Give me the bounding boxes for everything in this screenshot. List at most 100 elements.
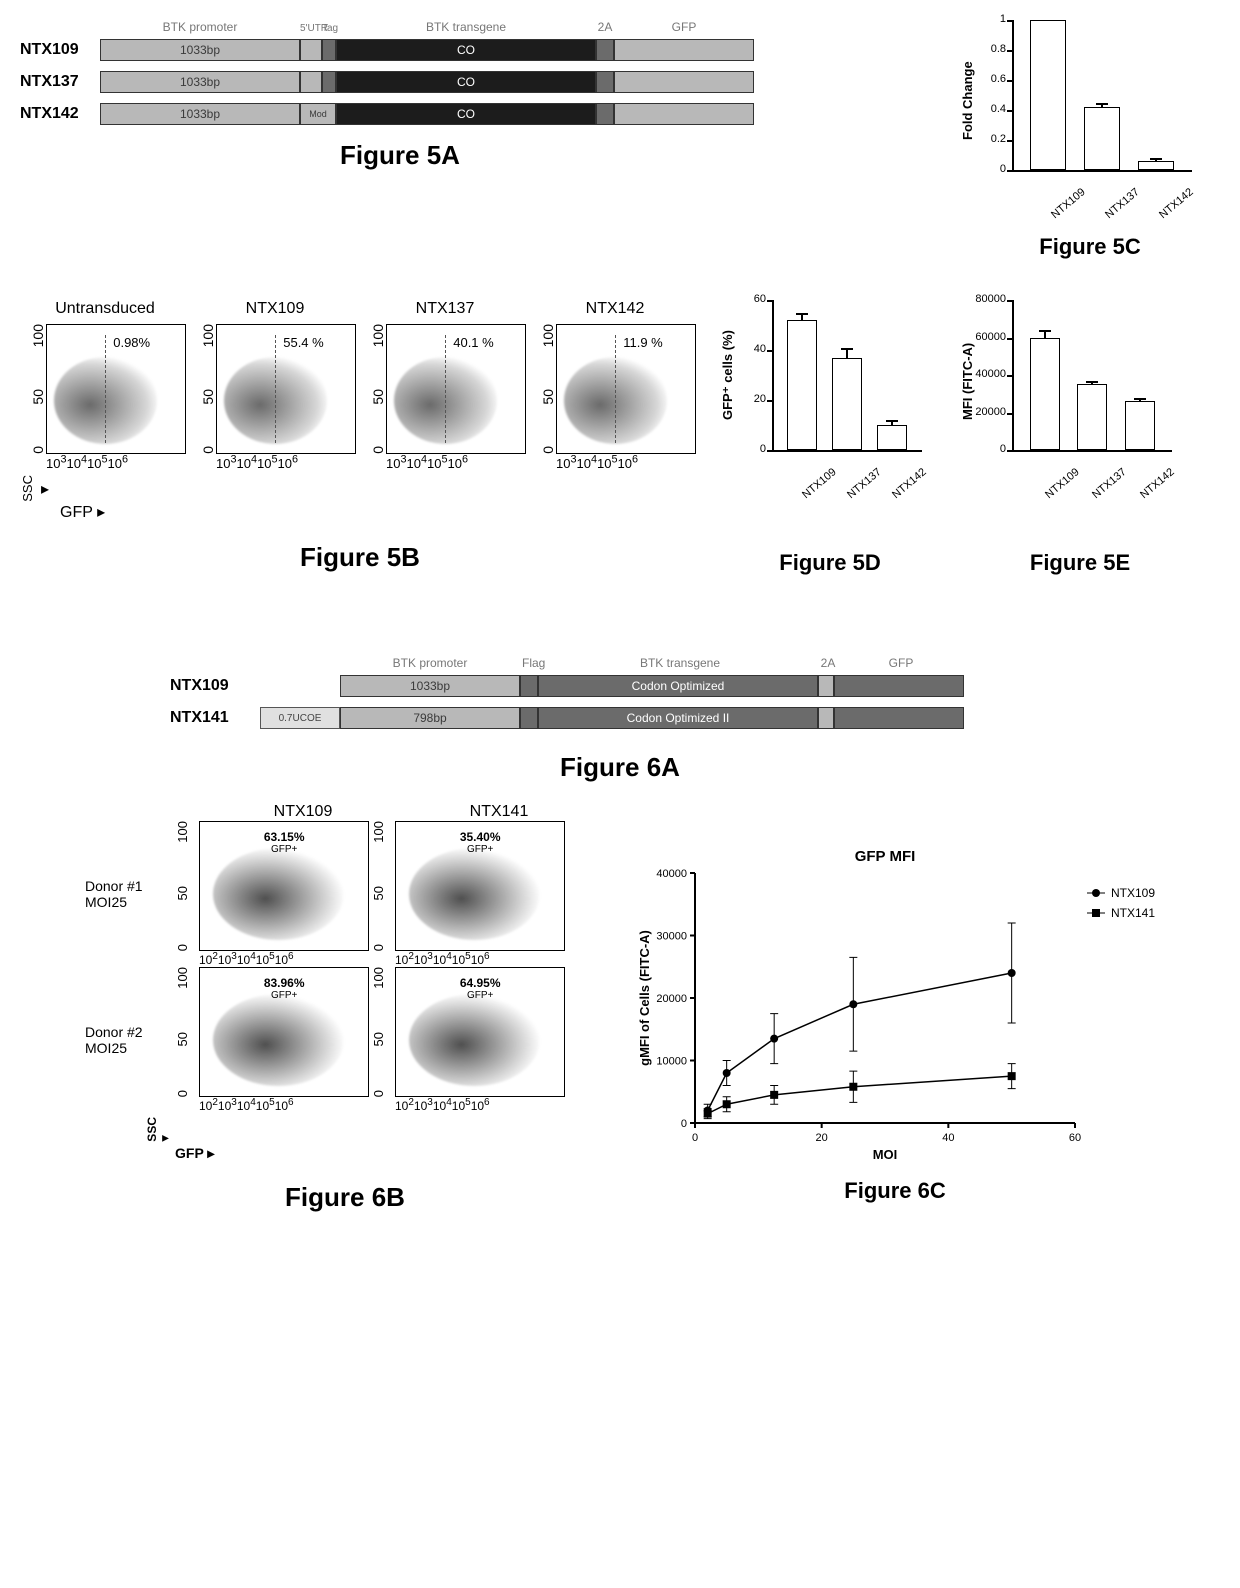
xtick: 106 xyxy=(108,456,129,471)
xtick: 105 xyxy=(87,456,108,471)
seg-promoter: 1033bp xyxy=(340,675,520,697)
bar xyxy=(877,425,907,450)
flow-panel: 35.40%GFP+ xyxy=(395,821,565,951)
xtick-label: 40 xyxy=(942,1132,954,1144)
ytick: 0 xyxy=(200,446,216,454)
seg-flag xyxy=(520,675,538,697)
ytick: 50 xyxy=(540,389,556,405)
y-axis-label: MFI (FITC-A) xyxy=(960,343,975,420)
ytick: 50 xyxy=(30,389,46,405)
x-axis-label: MOI xyxy=(873,1147,898,1162)
flow-panel-wrap: NTX14210050011.9 %103104105106 xyxy=(530,300,700,471)
gate-percent: 63.15%GFP+ xyxy=(264,830,305,855)
bar xyxy=(832,358,862,451)
figure-6a: BTK promoter Flag BTK transgene 2A GFP N… xyxy=(170,656,1070,783)
seg-2a xyxy=(596,71,614,93)
ytick-label: 10000 xyxy=(656,1056,687,1068)
ytick: 50 xyxy=(175,1032,199,1046)
fig5d-chart: 0204060GFP⁺ cells (%)NTX109NTX137NTX142 xyxy=(720,300,922,510)
xtick: 105 xyxy=(257,456,278,471)
hdr6-2a: 2A xyxy=(820,656,836,670)
y-axis-label: GFP⁺ cells (%) xyxy=(720,330,736,420)
seg-gfp xyxy=(614,71,754,93)
xtick: 105 xyxy=(597,456,618,471)
flow-panel-wrap: 10050064.95%GFP+102103104105106 xyxy=(371,967,567,1113)
ytick-label: 40000 xyxy=(656,868,687,880)
construct-row: NTX1091033bpCodon Optimized xyxy=(170,672,1070,700)
xtick-label: 20 xyxy=(816,1132,828,1144)
construct-row: NTX1410.7UCOE798bpCodon Optimized II xyxy=(170,704,1070,732)
x-category-label: NTX109 xyxy=(793,466,839,507)
fig5c-chart: 00.20.40.60.81Fold ChangeNTX109NTX137NTX… xyxy=(960,20,1192,230)
bar xyxy=(1030,338,1060,451)
panel-label: NTX109 xyxy=(190,300,360,324)
seg-transgene: CO xyxy=(336,39,596,61)
flow-panel-wrap: 10050063.15%GFP+102103104105106 xyxy=(175,821,371,967)
bar xyxy=(787,320,817,450)
ytick: 0 xyxy=(175,1090,199,1097)
seg-tag xyxy=(322,71,336,93)
construct-name: NTX137 xyxy=(20,73,100,91)
gate-percent: 55.4 % xyxy=(283,335,323,350)
ytick-label: 0 xyxy=(960,443,1006,455)
figure-5b: Untransduced1005000.98%103104105106NTX10… xyxy=(20,300,700,573)
ytick: 100 xyxy=(371,821,395,843)
flow-panel: 55.4 % xyxy=(216,324,356,454)
fig5b-xaxis-label: GFP ▸ xyxy=(60,502,700,522)
figure-5a: BTK promoter 5'UTR Tag BTK transgene 2A … xyxy=(20,20,780,171)
col-label: NTX109 xyxy=(205,803,401,821)
line-chart-svg: GFP MFI0100002000030000400000204060MOIgM… xyxy=(635,843,1165,1163)
construct-name: NTX142 xyxy=(20,105,100,123)
fig6b-yaxis-label: SSC xyxy=(145,1117,159,1142)
gate-percent: 35.40%GFP+ xyxy=(460,830,501,855)
fig5a-headers: BTK promoter 5'UTR Tag BTK transgene 2A … xyxy=(20,20,780,34)
ytick: 100 xyxy=(30,324,46,347)
fig6c-chart: GFP MFI0100002000030000400000204060MOIgM… xyxy=(635,843,1155,1168)
fig6a-title: Figure 6A xyxy=(170,752,1070,783)
marker-circle xyxy=(770,1035,778,1043)
seg-promoter: 1033bp xyxy=(100,39,300,61)
flow-panel: 11.9 % xyxy=(556,324,696,454)
marker-circle xyxy=(849,1000,857,1008)
y-axis-label: Fold Change xyxy=(960,61,975,140)
flow-panel: 40.1 % xyxy=(386,324,526,454)
ytick-label: 20000 xyxy=(656,993,687,1005)
x-category-label: NTX142 xyxy=(883,466,929,507)
hdr-gfp: GFP xyxy=(614,20,754,34)
flow-panel-wrap: Untransduced1005000.98%103104105106 xyxy=(20,300,190,471)
chart-title: GFP MFI xyxy=(855,848,916,865)
marker-square xyxy=(704,1110,712,1118)
marker-circle xyxy=(1008,969,1016,977)
bar xyxy=(1138,161,1174,170)
xtick: 103 xyxy=(46,456,67,471)
xtick: 106 xyxy=(448,456,469,471)
xtick: 102 xyxy=(395,1099,414,1113)
xtick: 104 xyxy=(433,1099,452,1113)
gate-percent: 83.96%GFP+ xyxy=(264,976,305,1001)
seg-5utr xyxy=(300,71,322,93)
seg-mod: Mod xyxy=(300,103,336,125)
xtick: 102 xyxy=(395,953,414,967)
bar xyxy=(1125,401,1155,450)
gate-percent: 0.98% xyxy=(113,335,150,350)
marker-circle xyxy=(723,1069,731,1077)
row-label: Donor #2 MOI25 xyxy=(85,1024,175,1056)
construct-row: NTX1371033bpCO xyxy=(20,68,780,96)
bar xyxy=(1084,107,1120,170)
series-line xyxy=(708,973,1012,1111)
seg-2a xyxy=(596,39,614,61)
ytick: 0 xyxy=(370,446,386,454)
panel-label: NTX142 xyxy=(530,300,700,324)
xtick: 103 xyxy=(216,456,237,471)
bar xyxy=(1077,384,1107,450)
construct-name: NTX109 xyxy=(170,677,260,695)
gate-percent: 11.9 % xyxy=(623,335,663,350)
ytick: 100 xyxy=(175,967,199,989)
ytick: 50 xyxy=(200,389,216,405)
flow-panel: 0.98% xyxy=(46,324,186,454)
ytick: 0 xyxy=(175,944,199,951)
seg-2a xyxy=(818,675,834,697)
legend-label: NTX109 xyxy=(1111,886,1155,900)
ytick-label: 0 xyxy=(720,443,766,455)
xtick: 106 xyxy=(278,456,299,471)
